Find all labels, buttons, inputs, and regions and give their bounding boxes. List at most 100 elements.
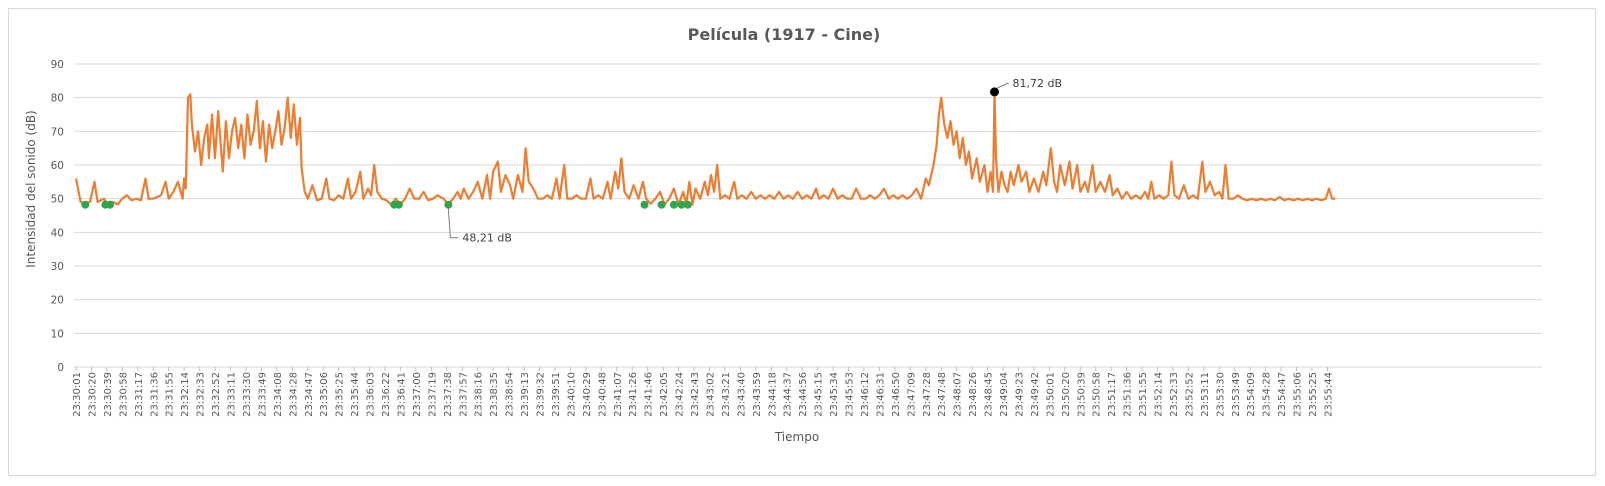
min-point-marker <box>677 200 686 209</box>
x-tick-label: 23:50:39 <box>1076 372 1087 417</box>
x-tick-label: 23:41:07 <box>613 372 624 417</box>
x-tick-label: 23:42:24 <box>675 372 686 417</box>
x-axis-title: Tiempo <box>774 430 819 444</box>
x-tick-label: 23:43:40 <box>736 372 747 417</box>
marker-layer <box>81 87 1000 209</box>
x-tick-label: 23:34:28 <box>288 372 299 417</box>
line-chart: Película (1917 - Cine) 0 10 20 30 40 50 60 70 80… <box>24 25 1542 444</box>
x-tick-label: 23:53:30 <box>1215 372 1226 417</box>
x-tick-label: 23:46:12 <box>860 372 871 417</box>
x-tick-label: 23:48:26 <box>968 372 979 417</box>
x-tick-label: 23:49:23 <box>1014 372 1025 417</box>
x-tick-label: 23:41:26 <box>628 372 639 417</box>
x-tick-label: 23:55:25 <box>1308 372 1319 417</box>
max-point-marker <box>990 87 1000 97</box>
min-point-marker <box>640 200 649 209</box>
x-tick-label: 23:33:30 <box>242 372 253 417</box>
x-tick-label: 23:31:55 <box>165 372 176 417</box>
x-tick-label: 23:30:58 <box>118 372 129 417</box>
y-tick-label: 10 <box>51 328 64 340</box>
y-tick-label: 70 <box>51 126 64 138</box>
x-tick-label: 23:50:20 <box>1061 372 1072 417</box>
x-tick-label: 23:37:57 <box>458 372 469 417</box>
x-tick-label: 23:46:50 <box>891 372 902 417</box>
x-tick-label: 23:32:52 <box>211 372 222 417</box>
x-tick-label: 23:45:34 <box>829 372 840 417</box>
min-annotation-leader <box>447 208 459 239</box>
y-tick-label: 40 <box>51 227 64 239</box>
x-tick-label: 23:36:22 <box>381 372 392 417</box>
x-tick-label: 23:52:52 <box>1184 372 1195 417</box>
x-tick-label: 23:51:36 <box>1123 372 1134 417</box>
x-tick-label: 23:35:06 <box>319 372 330 417</box>
x-tick-label: 23:35:25 <box>335 372 346 417</box>
min-annotation-label: 48,21 dB <box>462 232 512 245</box>
x-tick-label: 23:46:31 <box>875 372 886 417</box>
chart-title: Película (1917 - Cine) <box>688 25 881 44</box>
x-tick-label: 23:47:48 <box>937 372 948 417</box>
x-tick-label: 23:42:43 <box>690 372 701 417</box>
x-tick-label: 23:31:17 <box>134 372 145 417</box>
annotation-layer: 81,72 dB 48,21 dB <box>447 77 1063 245</box>
min-point-marker <box>444 200 453 209</box>
x-tick-label: 23:47:09 <box>906 372 917 417</box>
max-annotation-label: 81,72 dB <box>1013 77 1063 90</box>
x-tick-label: 23:53:11 <box>1200 372 1211 417</box>
min-point-marker <box>81 200 90 209</box>
x-tick-label: 23:30:01 <box>72 372 83 417</box>
x-tick-label: 23:41:46 <box>644 372 655 417</box>
x-tick-label: 23:43:21 <box>721 372 732 417</box>
min-point-marker <box>657 200 666 209</box>
x-tick-label: 23:55:44 <box>1323 372 1334 417</box>
x-tick-label: 23:33:11 <box>227 372 238 417</box>
x-tick-label: 23:30:39 <box>103 372 114 417</box>
x-tick-label: 23:42:05 <box>659 372 670 417</box>
x-tick-label: 23:30:20 <box>87 372 98 417</box>
max-annotation-leader <box>997 82 1009 89</box>
x-tick-label: 23:48:45 <box>984 372 995 417</box>
min-point-marker <box>394 200 403 209</box>
y-tick-label: 90 <box>51 59 64 71</box>
x-tick-label: 23:39:51 <box>551 372 562 417</box>
x-tick-label: 23:51:55 <box>1138 372 1149 417</box>
y-tick-label: 60 <box>51 160 64 172</box>
x-tick-label: 23:34:08 <box>273 372 284 417</box>
x-tick-label: 23:50:01 <box>1045 372 1056 417</box>
x-tick-label: 23:45:53 <box>845 372 856 417</box>
x-tick-label: 23:44:37 <box>783 372 794 417</box>
x-tick-label: 23:50:58 <box>1092 372 1103 417</box>
y-tick-label: 20 <box>51 295 64 307</box>
x-tick-label: 23:36:03 <box>366 372 377 417</box>
x-tick-label: 23:38:54 <box>505 372 516 417</box>
x-tick-label: 23:40:29 <box>582 372 593 417</box>
x-tick-label: 23:52:14 <box>1154 372 1165 417</box>
x-tick-label: 23:38:35 <box>489 372 500 417</box>
x-tick-label: 23:39:32 <box>536 372 547 417</box>
x-tick-label: 23:52:33 <box>1169 372 1180 417</box>
x-tick-label: 23:44:56 <box>798 372 809 417</box>
x-tick-label: 23:37:00 <box>412 372 423 417</box>
x-tick-label: 23:55:06 <box>1293 372 1304 417</box>
x-tick-label: 23:51:17 <box>1107 372 1118 417</box>
x-tick-label: 23:31:36 <box>149 372 160 417</box>
y-axis-ticks: 0 10 20 30 40 50 60 70 80 90 <box>51 59 64 374</box>
x-tick-label: 23:48:07 <box>953 372 964 417</box>
y-tick-label: 50 <box>51 194 64 206</box>
x-tick-label: 23:47:28 <box>922 372 933 417</box>
y-tick-label: 30 <box>51 261 64 273</box>
min-point-marker <box>105 200 114 209</box>
x-tick-label: 23:49:42 <box>1030 372 1041 417</box>
x-tick-label: 23:54:47 <box>1277 372 1288 417</box>
min-point-marker <box>669 200 678 209</box>
x-tick-label: 23:54:09 <box>1246 372 1257 417</box>
y-axis-title: Intensidad del sonido (dB) <box>24 110 38 268</box>
min-point-marker <box>683 200 692 209</box>
x-tick-label: 23:34:47 <box>304 372 315 417</box>
series-layer <box>74 90 1336 206</box>
x-axis-ticks: 23:30:01 23:30:20 23:30:39 23:30:58 23:31:17… <box>72 367 1334 417</box>
x-tick-label: 23:40:10 <box>566 372 577 417</box>
y-tick-label: 80 <box>51 93 64 105</box>
x-tick-label: 23:35:44 <box>350 372 361 417</box>
x-tick-label: 23:53:49 <box>1231 372 1242 417</box>
x-tick-label: 23:33:49 <box>257 372 268 417</box>
